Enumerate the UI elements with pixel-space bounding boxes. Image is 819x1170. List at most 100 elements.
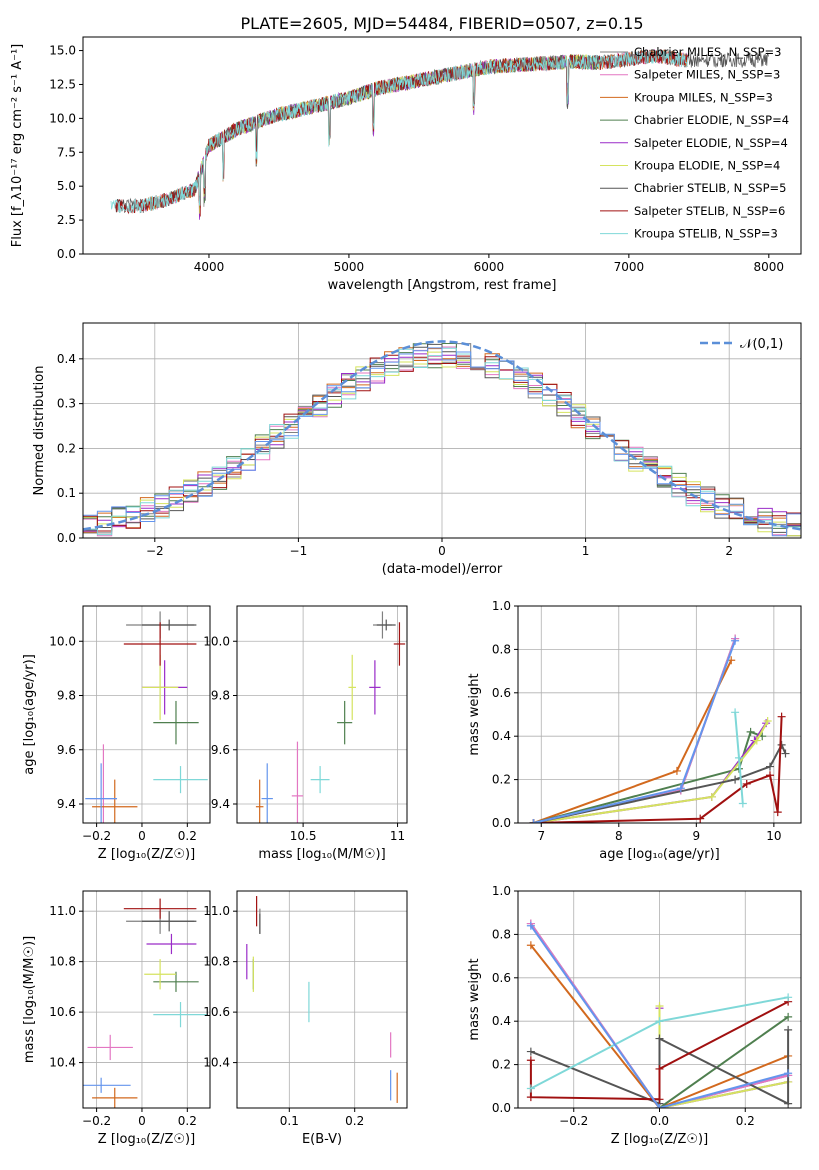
figure-title: PLATE=2605, MJD=54484, FIBERID=0507, z=0… [240, 14, 643, 33]
x-tick-label: 9 [693, 829, 701, 843]
mass-weight-marker [731, 636, 740, 645]
mass-weight-marker [696, 814, 705, 823]
x-tick-label: 2 [725, 544, 733, 558]
x-tick-label: 7000 [614, 260, 645, 274]
x-tick-label: 0 [138, 829, 146, 843]
y-tick-label: 0.0 [57, 247, 76, 261]
y-tick-label: 0.4 [57, 352, 76, 366]
y-tick-label: 2.5 [57, 213, 76, 227]
mass-weight-marker [765, 771, 774, 780]
plot-area [83, 340, 801, 537]
y-tick-label: 10.8 [203, 955, 230, 969]
mass-weight-marker [655, 1034, 664, 1043]
y-tick-label: 10.0 [49, 111, 76, 125]
x-axis-label: E(B-V) [302, 1132, 342, 1147]
y-tick-label: 0.0 [492, 816, 511, 830]
y-tick-label: 7.5 [57, 145, 76, 159]
mass-weight-marker [777, 712, 786, 721]
x-axis-label: (data-model)/error [382, 562, 503, 577]
mass-weight-line [533, 730, 763, 823]
y-tick-label: 10.8 [49, 955, 76, 969]
y-tick-label: 10.0 [49, 634, 76, 648]
y-tick-label: 9.6 [211, 743, 230, 757]
x-tick-label: 4000 [194, 260, 225, 274]
x-tick-label: 8000 [754, 260, 785, 274]
y-tick-label: 10.4 [49, 1056, 76, 1070]
mass-weight-marker [676, 784, 685, 793]
y-tick-label: 0.4 [492, 729, 511, 743]
x-tick-label: 0 [438, 544, 446, 558]
x-tick-label: 0.1 [280, 1114, 299, 1128]
spectrum-axes: 4000 5000 6000 7000 8000 0.0 2.5 5.0 7.5 10.0 12.5… [10, 36, 802, 293]
y-axis-label: mass weight [467, 673, 482, 755]
mass-weight-marker [734, 753, 743, 762]
y-tick-label: 0.0 [492, 1101, 511, 1115]
y-tick-label: 9.4 [57, 797, 76, 811]
x-tick-label: −0.2 [82, 1114, 111, 1128]
y-axis-label: age [log₁₀(age/yr)] [22, 654, 37, 775]
mass-weight-marker [526, 1084, 535, 1093]
x-tick-label: 11 [390, 829, 405, 843]
legend-entry: 𝒩(0,1) [740, 337, 783, 352]
x-tick-label: 10 [766, 829, 781, 843]
plot-area [529, 634, 790, 823]
histogram-step [83, 347, 801, 537]
x-axis-label: Z [log₁₀(Z/Z☉)] [98, 847, 195, 862]
mass-weight-marker [773, 808, 782, 817]
legend-entry: Kroupa ELODIE, N_SSP=4 [634, 159, 780, 173]
y-tick-label: 10.0 [203, 634, 230, 648]
age-vs-mass-axes: 10.5 11 9.4 9.6 9.8 10.0 mass [log₁₀(M/M☉)] [203, 605, 408, 862]
y-tick-label: 10.6 [49, 1005, 76, 1019]
x-tick-label: 6000 [474, 260, 505, 274]
y-tick-label: 9.8 [57, 689, 76, 703]
axes-frame [82, 890, 211, 1109]
plot-area [526, 919, 793, 1108]
plot-area [255, 611, 406, 823]
legend-entry: Chabrier MILES, N_SSP=3 [634, 45, 781, 59]
plot-area [83, 898, 208, 1108]
mass-weight-marker [784, 1012, 793, 1021]
y-tick-label: 10.6 [203, 1005, 230, 1019]
legend: 𝒩(0,1) [700, 337, 783, 352]
mass-weight-marker [731, 775, 740, 784]
mass-weight-marker [784, 1069, 793, 1078]
weight-vs-z-axes: −0.2 0.0 0.2 0.0 0.2 0.4 0.6 0.8 1.0 Z [log₁₀(Z/Z… [467, 884, 802, 1147]
y-tick-label: 0.6 [492, 686, 511, 700]
mass-weight-marker [765, 762, 774, 771]
y-tick-label: 9.4 [211, 797, 230, 811]
histogram-step [83, 354, 801, 532]
legend-entry: Chabrier ELODIE, N_SSP=4 [634, 113, 789, 127]
mass-weight-line [530, 925, 789, 1108]
mass-weight-marker [672, 766, 681, 775]
mass-weight-marker [526, 1093, 535, 1102]
mass-weight-marker [707, 792, 716, 801]
weight-vs-age-axes: 7 8 9 10 0.0 0.2 0.4 0.6 0.8 1.0 age [log₁₀(age/yr… [467, 599, 802, 862]
mass-weight-marker [529, 819, 538, 823]
legend-entry: Salpeter ELODIE, N_SSP=4 [634, 136, 788, 150]
x-axis-label: mass [log₁₀(M/M☉)] [258, 847, 385, 862]
y-tick-label: 5.0 [57, 179, 76, 193]
x-tick-label: 0.2 [736, 1114, 755, 1128]
y-tick-label: 10.4 [203, 1056, 230, 1070]
y-tick-label: 0.1 [57, 486, 76, 500]
mass-weight-marker [752, 736, 761, 745]
mass-weight-marker [655, 1064, 664, 1073]
y-tick-label: 0.2 [492, 773, 511, 787]
x-tick-label: 0.0 [650, 1114, 669, 1128]
x-tick-label: 10.5 [290, 829, 317, 843]
mass-weight-marker [655, 1002, 664, 1011]
x-tick-label: 1 [582, 544, 590, 558]
mass-weight-line [533, 720, 769, 823]
normal-curve [83, 340, 801, 531]
x-axis-label: wavelength [Angstrom, rest frame] [328, 278, 557, 293]
x-tick-label: −0.2 [559, 1114, 588, 1128]
y-tick-label: 0.3 [57, 397, 76, 411]
x-axis-label: age [log₁₀(age/yr)] [599, 847, 720, 862]
mass-weight-line [530, 944, 789, 1108]
x-tick-label: −1 [290, 544, 308, 558]
x-tick-label: −2 [146, 544, 164, 558]
spectrum-series-line [144, 49, 688, 212]
mass-weight-marker [784, 1025, 793, 1034]
mass-weight-marker [526, 1047, 535, 1056]
